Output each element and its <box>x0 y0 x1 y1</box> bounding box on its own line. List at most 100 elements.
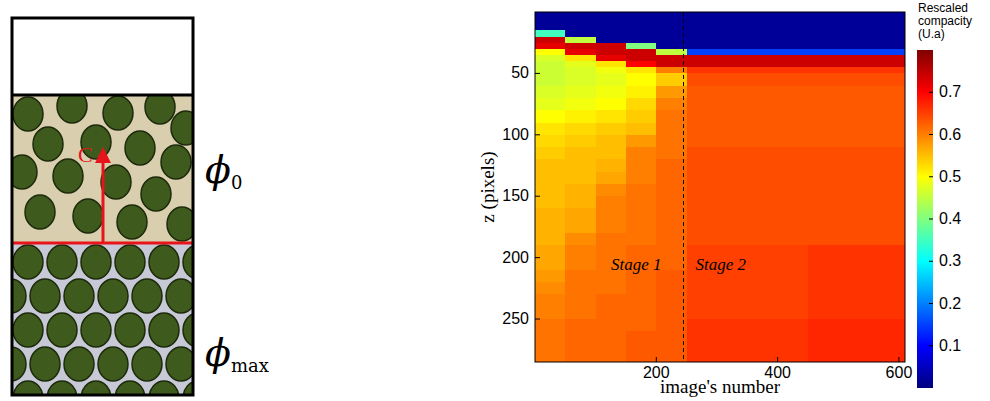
heat-cell <box>747 294 778 307</box>
heat-cell <box>747 258 778 271</box>
heat-cell <box>626 184 657 197</box>
heat-cell <box>535 344 566 362</box>
heat-cell <box>717 135 748 148</box>
heat-cell <box>687 30 718 37</box>
heat-cell <box>838 135 869 148</box>
heat-cell <box>869 135 905 148</box>
y-tick <box>535 319 540 320</box>
heat-cell <box>778 282 809 295</box>
heat-cell <box>778 73 809 86</box>
heat-cell <box>687 307 718 320</box>
colorbar-tick <box>929 92 933 93</box>
heat-cell <box>565 270 596 283</box>
heat-cell <box>565 123 596 136</box>
heat-cell <box>656 159 687 172</box>
heat-cell <box>717 123 748 136</box>
y-tick <box>535 196 540 197</box>
heat-cell <box>778 196 809 209</box>
heat-cell <box>717 159 748 172</box>
grain <box>167 207 193 241</box>
heat-cell <box>717 208 748 221</box>
heat-cell <box>717 233 748 246</box>
heat-cell <box>565 233 596 246</box>
heat-cell <box>869 37 905 44</box>
heat-cell <box>626 208 657 221</box>
heat-cell <box>656 344 687 362</box>
grain <box>30 347 60 381</box>
heat-cell <box>808 73 839 86</box>
heat-cell <box>596 135 627 148</box>
heat-cell <box>838 344 869 362</box>
heat-cell <box>778 123 809 136</box>
heat-cell <box>565 147 596 160</box>
x-tick <box>777 357 778 362</box>
heat-cell <box>778 86 809 99</box>
heat-cell <box>656 172 687 185</box>
heat-cell <box>869 24 905 31</box>
heat-cell <box>869 184 905 197</box>
heat-cell <box>656 110 687 123</box>
heat-cell <box>626 43 657 50</box>
heat-cell <box>535 319 566 332</box>
heat-cell <box>565 319 596 332</box>
heat-cell <box>626 55 657 62</box>
heat-cell <box>838 12 869 25</box>
heat-cell <box>838 49 869 56</box>
heat-cell <box>596 49 627 56</box>
grain <box>13 245 43 279</box>
heat-cell <box>869 294 905 307</box>
heat-cell <box>808 184 839 197</box>
heat-cell <box>565 208 596 221</box>
heat-cell <box>717 172 748 185</box>
y-tick <box>535 73 540 74</box>
heat-cell <box>535 86 566 99</box>
heat-cell <box>778 172 809 185</box>
heat-cell <box>838 98 869 111</box>
colorbar-tick <box>929 345 933 346</box>
heat-cell <box>778 344 809 362</box>
x-tick <box>656 357 657 362</box>
heat-cell <box>596 12 627 25</box>
heat-cell <box>687 196 718 209</box>
heat-cell <box>565 344 596 362</box>
grain <box>145 95 175 124</box>
heat-cell <box>687 208 718 221</box>
colorbar-tick-label: 0.7 <box>939 83 961 100</box>
colorbar-title-line: Rescaled <box>918 1 968 15</box>
heat-cell <box>565 55 596 62</box>
heat-cell <box>778 61 809 68</box>
heat-cell <box>596 196 627 209</box>
heat-cell <box>838 282 869 295</box>
container <box>12 18 193 395</box>
heat-cell <box>596 123 627 136</box>
heat-cell <box>596 55 627 62</box>
heat-cell <box>687 344 718 362</box>
heat-cell <box>838 110 869 123</box>
grain <box>103 96 133 130</box>
heat-cell <box>687 98 718 111</box>
heat-cell <box>656 86 687 99</box>
heat-cell <box>838 61 869 68</box>
heat-cell <box>596 184 627 197</box>
heat-cell <box>687 43 718 50</box>
heat-cell <box>565 282 596 295</box>
heat-cell <box>808 43 839 50</box>
heat-cell <box>535 61 566 68</box>
heat-cell <box>747 55 778 62</box>
heat-cell <box>838 147 869 160</box>
heat-cell <box>626 49 657 56</box>
heat-cell <box>687 67 718 74</box>
subscript: 0 <box>231 172 242 193</box>
heat-cell <box>869 55 905 62</box>
heat-cell <box>747 98 778 111</box>
heat-cell <box>535 294 566 307</box>
heat-cell <box>656 307 687 320</box>
heat-cell <box>869 123 905 136</box>
heat-cell <box>687 221 718 234</box>
heat-cell <box>778 12 809 25</box>
heat-cell <box>656 233 687 246</box>
heat-cell <box>565 221 596 234</box>
heat-cell <box>808 307 839 320</box>
y-tick <box>535 257 540 258</box>
heat-cell <box>687 184 718 197</box>
